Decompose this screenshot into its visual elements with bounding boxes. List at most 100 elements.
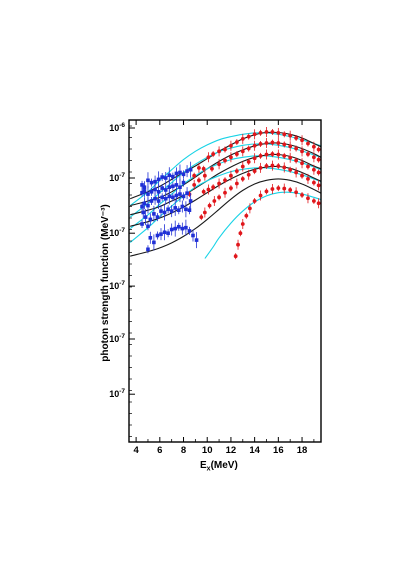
red-data-point xyxy=(294,146,299,151)
red-data-point xyxy=(246,172,251,177)
red-data-point xyxy=(252,169,257,174)
red-data-point xyxy=(229,143,233,148)
red-data-point xyxy=(270,152,275,156)
red-data-point xyxy=(264,164,269,168)
red-data-point xyxy=(282,142,287,147)
red-data-point xyxy=(258,142,263,146)
x-tick-label: 10 xyxy=(202,445,213,456)
red-data-point xyxy=(300,138,304,143)
red-data-point xyxy=(288,155,293,160)
red-data-point xyxy=(252,156,257,161)
blue-data-point xyxy=(181,172,186,177)
blue-data-point xyxy=(178,192,182,196)
blue-data-point xyxy=(174,171,179,176)
red-data-point xyxy=(240,222,245,226)
blue-data-point xyxy=(146,203,150,208)
red-data-point xyxy=(276,152,281,157)
red-data-point xyxy=(240,149,245,154)
red-data-point xyxy=(192,173,197,178)
red-data-point xyxy=(288,167,293,172)
blue-data-point xyxy=(142,201,147,206)
red-data-point xyxy=(306,196,310,201)
y-decade-label: 10-7 xyxy=(109,172,125,183)
red-data-point xyxy=(306,141,310,146)
red-data-point xyxy=(270,163,275,168)
red-data-point xyxy=(306,177,310,181)
blue-data-point xyxy=(163,196,168,201)
blue-data-point xyxy=(153,196,157,201)
blue-data-point xyxy=(181,194,186,199)
red-data-point xyxy=(300,161,304,166)
red-data-point xyxy=(288,133,293,138)
blue-data-point xyxy=(141,210,146,215)
blue-data-point xyxy=(166,207,170,212)
red-data-point xyxy=(212,199,217,203)
red-data-point xyxy=(197,165,201,170)
plot-frame xyxy=(128,119,322,443)
red-data-point xyxy=(202,173,207,178)
red-data-point xyxy=(207,203,212,208)
red-data-point xyxy=(252,143,257,148)
blue-data-point xyxy=(148,236,153,240)
red-data-point xyxy=(316,147,321,152)
red-data-point xyxy=(258,165,263,170)
red-data-point xyxy=(234,152,239,156)
blue-data-point xyxy=(176,208,181,212)
blue-data-point xyxy=(180,204,185,209)
red-data-point xyxy=(258,131,263,135)
red-data-point xyxy=(246,146,251,151)
red-data-point xyxy=(316,183,321,188)
blue-data-point xyxy=(171,195,175,200)
red-data-point xyxy=(311,167,316,172)
blue-data-point xyxy=(184,207,188,212)
red-data-point xyxy=(306,164,310,169)
red-data-point xyxy=(211,152,216,156)
x-tick-label: 6 xyxy=(157,445,162,456)
blue-data-point xyxy=(187,208,192,212)
x-tick-label: 8 xyxy=(181,445,186,456)
blue-data-point xyxy=(140,183,144,187)
y-decade-label: 10-6 xyxy=(109,122,125,133)
blue-data-point xyxy=(174,193,179,198)
red-data-point xyxy=(311,155,316,160)
red-data-point xyxy=(229,186,233,191)
red-data-point xyxy=(311,180,316,185)
red-data-point xyxy=(223,178,227,183)
red-data-point xyxy=(282,132,287,137)
y-axis-title: photon strength function (MeV⁻³) xyxy=(100,204,111,361)
blue-data-point xyxy=(163,188,168,192)
red-data-point xyxy=(197,178,201,183)
red-data-point xyxy=(276,131,281,135)
x-tick-label: 12 xyxy=(226,445,237,456)
blue-data-point xyxy=(143,215,148,219)
red-data-point xyxy=(201,166,206,171)
red-data-point xyxy=(244,213,249,218)
blue-data-point xyxy=(185,169,189,173)
panel-data-4 xyxy=(140,160,321,231)
red-data-point xyxy=(306,152,310,156)
axes: 4 6 8 10 12 14 16 18 10-6 10-7 10-7 10-7 10-7 10-7 xyxy=(109,120,315,456)
blue-data-point xyxy=(149,190,154,194)
blue-data-point xyxy=(171,174,175,179)
red-data-point xyxy=(233,254,238,259)
x-axis-title: Ex(MeV) xyxy=(200,460,238,473)
blue-data-point xyxy=(162,210,167,215)
blue-data-point xyxy=(155,233,160,238)
blue-data-point xyxy=(146,224,150,229)
blue-data-point xyxy=(167,185,172,189)
red-data-point xyxy=(238,231,243,236)
red-data-point xyxy=(276,141,281,145)
red-data-point xyxy=(264,141,269,145)
blue-data-point xyxy=(148,217,153,222)
blue-data-point xyxy=(167,194,172,199)
blue-data-point xyxy=(140,204,144,209)
red-data-point xyxy=(282,186,287,191)
red-data-point xyxy=(202,210,207,215)
red-data-point xyxy=(252,199,257,203)
data-points xyxy=(140,127,321,260)
blue-data-point xyxy=(162,230,167,235)
blue-data-point xyxy=(140,190,144,195)
blue-data-point xyxy=(173,206,178,210)
blue-data-point xyxy=(188,199,193,203)
red-data-point xyxy=(264,152,269,157)
